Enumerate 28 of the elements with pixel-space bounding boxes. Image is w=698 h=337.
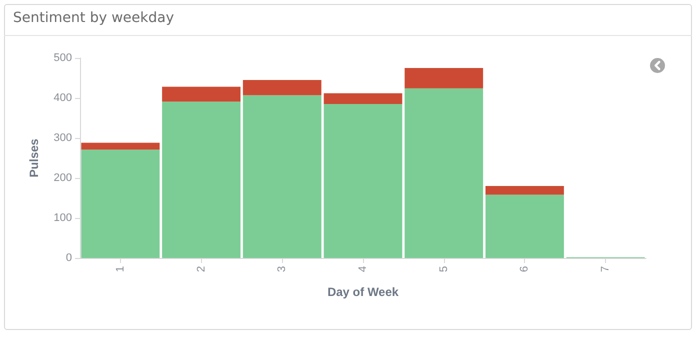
y-axis-title: Pulses — [27, 138, 41, 178]
y-tick-label: 200 — [54, 172, 72, 184]
x-tick-label: 5 — [438, 266, 450, 272]
bar — [486, 194, 564, 258]
bar — [242, 95, 322, 258]
y-tick-label: 300 — [54, 132, 72, 144]
x-tick-label: 4 — [357, 266, 369, 272]
y-tick-label: 400 — [54, 92, 72, 104]
y-tick-label: 100 — [54, 212, 72, 224]
x-tick-label: 2 — [195, 266, 208, 272]
bar — [162, 86, 240, 102]
y-tick-label: 500 — [54, 52, 72, 64]
x-tick-label: 3 — [276, 266, 288, 272]
bar — [324, 93, 402, 104]
bar — [486, 186, 564, 195]
bar — [324, 104, 402, 258]
bar — [162, 102, 240, 258]
chart-title: Sentiment by weekday — [13, 10, 174, 26]
bar — [242, 80, 322, 96]
bar — [404, 88, 484, 258]
x-tick-label: 6 — [518, 266, 531, 272]
bar — [404, 68, 484, 88]
bar — [81, 150, 160, 258]
bar — [81, 142, 160, 150]
x-axis-title: Day of Week — [327, 285, 399, 299]
y-tick-label: 0 — [66, 252, 72, 264]
x-tick-label: 7 — [600, 266, 612, 272]
x-tick-label: 1 — [114, 266, 126, 272]
